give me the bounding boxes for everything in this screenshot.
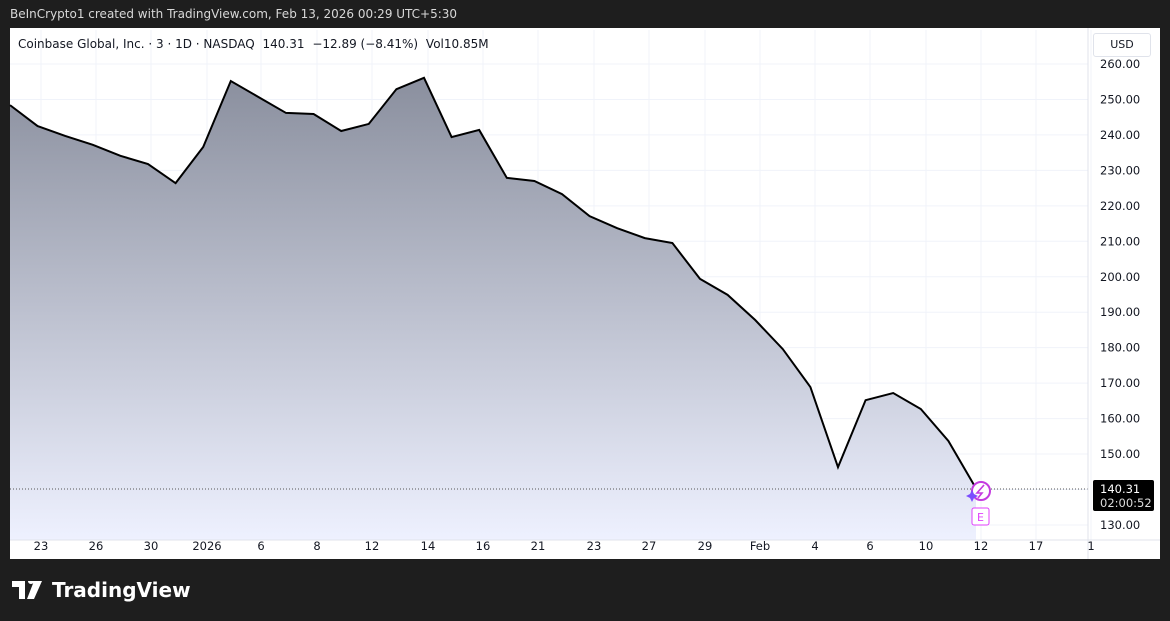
x-tick-label: 2026 <box>192 539 221 553</box>
y-tick-label: 160.00 <box>1100 412 1140 426</box>
sparkle-icon <box>966 490 978 502</box>
y-tick-label: 190.00 <box>1100 305 1140 319</box>
earnings-marker <box>971 507 990 526</box>
tradingview-logo-icon <box>12 581 42 599</box>
x-tick-label: 14 <box>421 539 436 553</box>
y-tick-label: 130.00 <box>1100 518 1140 532</box>
y-tick-label: 260.00 <box>1100 57 1140 71</box>
y-tick-label: 250.00 <box>1100 92 1140 106</box>
currency-button[interactable]: USD <box>1093 33 1151 57</box>
last-price: 140.31 <box>262 37 305 51</box>
tradingview-logo: TradingView <box>12 578 191 602</box>
y-tick-label: 150.00 <box>1100 447 1140 461</box>
y-tick-label: 210.00 <box>1100 234 1140 248</box>
x-tick-label: 6 <box>257 539 264 553</box>
credit-text: BeInCrypto1 created with TradingView.com… <box>10 7 458 21</box>
x-tick-label: 12 <box>365 539 380 553</box>
price-label-box <box>1093 480 1154 511</box>
x-tick-label: 16 <box>476 539 491 553</box>
x-tick-label: 6 <box>866 539 873 553</box>
x-tick-label: 1 <box>1087 539 1094 553</box>
price-label-value: 140.31 <box>1100 482 1140 496</box>
x-tick-label: 8 <box>313 539 320 553</box>
lightning-icon <box>975 484 985 499</box>
symbol-legend: Coinbase Global, Inc. · 3 · 1D · NASDAQ … <box>18 37 493 51</box>
x-tick-label: 26 <box>89 539 104 553</box>
x-tick-label: 23 <box>587 539 602 553</box>
brand-name: TradingView <box>52 578 191 602</box>
area-fill <box>10 77 976 540</box>
price-label-countdown: 02:00:52 <box>1100 496 1152 510</box>
x-tick-label: 4 <box>811 539 818 553</box>
x-tick-label: 27 <box>642 539 657 553</box>
y-tick-label: 170.00 <box>1100 376 1140 390</box>
x-tick-label: 21 <box>531 539 546 553</box>
y-tick-label: 200.00 <box>1100 270 1140 284</box>
symbol-info: Coinbase Global, Inc. · 3 · 1D · NASDAQ <box>18 37 255 51</box>
volume: Vol10.85M <box>425 37 489 51</box>
x-tick-label: 30 <box>144 539 159 553</box>
earnings-marker-label: E <box>977 511 984 524</box>
x-tick-label: 10 <box>919 539 934 553</box>
price-line <box>9 76 977 489</box>
x-tick-label: 23 <box>34 539 49 553</box>
y-tick-label: 220.00 <box>1100 199 1140 213</box>
x-tick-label: Feb <box>750 539 770 553</box>
y-tick-label: 240.00 <box>1100 128 1140 142</box>
x-tick-label: 17 <box>1029 539 1044 553</box>
price-change: −12.89 (−8.41%) <box>312 37 419 51</box>
y-tick-label: 230.00 <box>1100 163 1140 177</box>
x-tick-label: 12 <box>974 539 989 553</box>
x-tick-label: 29 <box>698 539 713 553</box>
y-tick-label: 180.00 <box>1100 341 1140 355</box>
